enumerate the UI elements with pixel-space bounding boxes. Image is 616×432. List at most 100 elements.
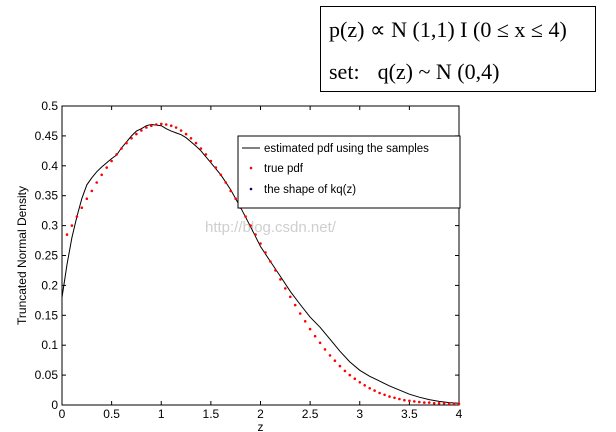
series-true-pdf-point [219, 173, 223, 177]
series-layer [61, 122, 461, 406]
series-true-pdf-point [65, 233, 69, 236]
y-tick-label: 0.15 [35, 308, 59, 322]
formula-line-1: p(z) ∝ N (1,1) I (0 ≤ x ≤ 4) [329, 17, 567, 42]
series-true-pdf-point [264, 251, 267, 254]
series-true-pdf-point [408, 399, 411, 403]
series-true-pdf-point [249, 224, 252, 227]
legend-swatch-kq [249, 187, 253, 191]
series-true-pdf-point [184, 132, 188, 136]
series-true-pdf-point [145, 126, 148, 129]
series-true-pdf-point [353, 377, 357, 381]
series-true-pdf-point [348, 373, 352, 377]
legend: estimated pdf using the samples true pdf t… [237, 135, 461, 209]
series-true-pdf-point [328, 354, 332, 357]
series-true-pdf-point [293, 303, 297, 307]
series-true-pdf-point [130, 137, 133, 140]
series-estimated-pdf-line [61, 123, 460, 404]
series-true-pdf-point [80, 206, 84, 209]
series-true-pdf-point [259, 242, 262, 245]
x-tick-label: 2.5 [302, 407, 319, 421]
formula-box: p(z) ∝ N (1,1) I (0 ≤ x ≤ 4) set: q(z) ~ … [320, 6, 596, 92]
y-tick-label: 0.4 [41, 159, 58, 173]
series-true-pdf-point [169, 124, 173, 127]
y-tick-label: 0.5 [41, 99, 58, 113]
watermark: http://blog.csdn.net/ [205, 219, 337, 236]
series-true-pdf-point [274, 269, 277, 272]
watermark-text: http://blog.csdn.net/ [205, 219, 337, 236]
series-true-pdf-point [224, 181, 228, 184]
y-tick-label: 0.05 [35, 368, 59, 382]
series-true-pdf-point [140, 129, 143, 132]
series-true-pdf-point [303, 320, 307, 323]
series-true-pdf-point [318, 341, 322, 345]
y-tick-label: 0.3 [41, 219, 58, 233]
series-true-pdf-point [423, 401, 426, 404]
series-true-pdf-point [90, 189, 94, 193]
series-true-pdf-point [398, 397, 401, 401]
axes: 0 0.5 1 1.5 2 2.5 3 3.5 4 0 0.05 0.1 0.15 0.2 0.25 0.3 0… [35, 99, 463, 421]
series-true-pdf-point [427, 401, 431, 404]
series-true-pdf-point [75, 215, 79, 218]
formula-line-2: set: q(z) ~ N (0,4) [329, 59, 499, 85]
series-true-pdf-point [313, 334, 317, 338]
series-true-pdf-point [194, 141, 198, 145]
y-tick-label: 0.45 [35, 129, 59, 143]
series-true-pdf-point [308, 327, 312, 331]
series-true-pdf-point [199, 147, 203, 150]
series-true-pdf-point [413, 400, 416, 403]
series-true-pdf-point [457, 402, 461, 406]
series-true-pdf-point [164, 123, 168, 126]
series-true-pdf-point [179, 129, 183, 132]
series-true-pdf-point [189, 137, 193, 140]
y-tick-label: 0 [51, 398, 58, 412]
series-true-pdf-point [120, 147, 123, 150]
series-true-pdf-point [393, 396, 396, 400]
series-true-pdf-point [174, 126, 178, 129]
legend-swatch-true-pdf [249, 166, 253, 170]
legend-box [237, 135, 461, 209]
series-true-pdf-point [244, 215, 247, 218]
series-true-pdf-point [155, 123, 158, 126]
x-tick-label: 3 [356, 407, 363, 421]
series-true-pdf-point [403, 398, 406, 402]
legend-label: estimated pdf using the samples [264, 143, 429, 155]
series-true-pdf-point [388, 395, 391, 398]
series-true-pdf-point [209, 159, 213, 163]
series-true-pdf-point [338, 364, 342, 368]
series-true-pdf-point [383, 393, 386, 397]
series-true-pdf-point [333, 359, 337, 363]
legend-label: the shape of kq(z) [264, 184, 356, 196]
series-true-pdf-point [452, 402, 456, 406]
series-true-pdf-point [125, 141, 128, 145]
series-true-pdf-point [160, 122, 163, 126]
series-true-pdf-point [70, 224, 74, 227]
series-true-pdf-point [135, 132, 138, 136]
series-true-pdf-point [105, 166, 108, 169]
series-true-pdf-point [358, 381, 362, 384]
series-true-pdf-point [234, 197, 237, 200]
series-true-pdf-point [269, 260, 272, 263]
series-true-pdf-point [323, 348, 327, 351]
series-true-pdf-point [214, 166, 218, 169]
x-axis-title: z [258, 420, 264, 432]
series-true-pdf-point [373, 389, 376, 392]
series-true-pdf-point [442, 401, 446, 405]
series-true-pdf-point [289, 295, 292, 299]
series-true-pdf-point [150, 124, 153, 127]
series-true-pdf-point [115, 153, 118, 156]
series-true-pdf-point [279, 278, 282, 281]
x-tick-label: 4 [456, 407, 463, 421]
series-true-pdf-point [229, 189, 232, 193]
series-true-pdf-point [85, 197, 89, 200]
series-true-pdf-point [298, 312, 302, 315]
y-axis-title: Truncated Normal Density [15, 186, 29, 325]
y-tick-label: 0.25 [35, 249, 59, 263]
series-true-pdf-point [447, 402, 451, 406]
series-true-pdf-point [343, 369, 347, 373]
series-true-pdf-point [95, 181, 98, 184]
series-true-pdf-point [437, 401, 441, 405]
y-tick-label: 0.1 [41, 338, 58, 352]
series-true-pdf-point [100, 173, 103, 177]
series-true-pdf-point [378, 391, 381, 395]
